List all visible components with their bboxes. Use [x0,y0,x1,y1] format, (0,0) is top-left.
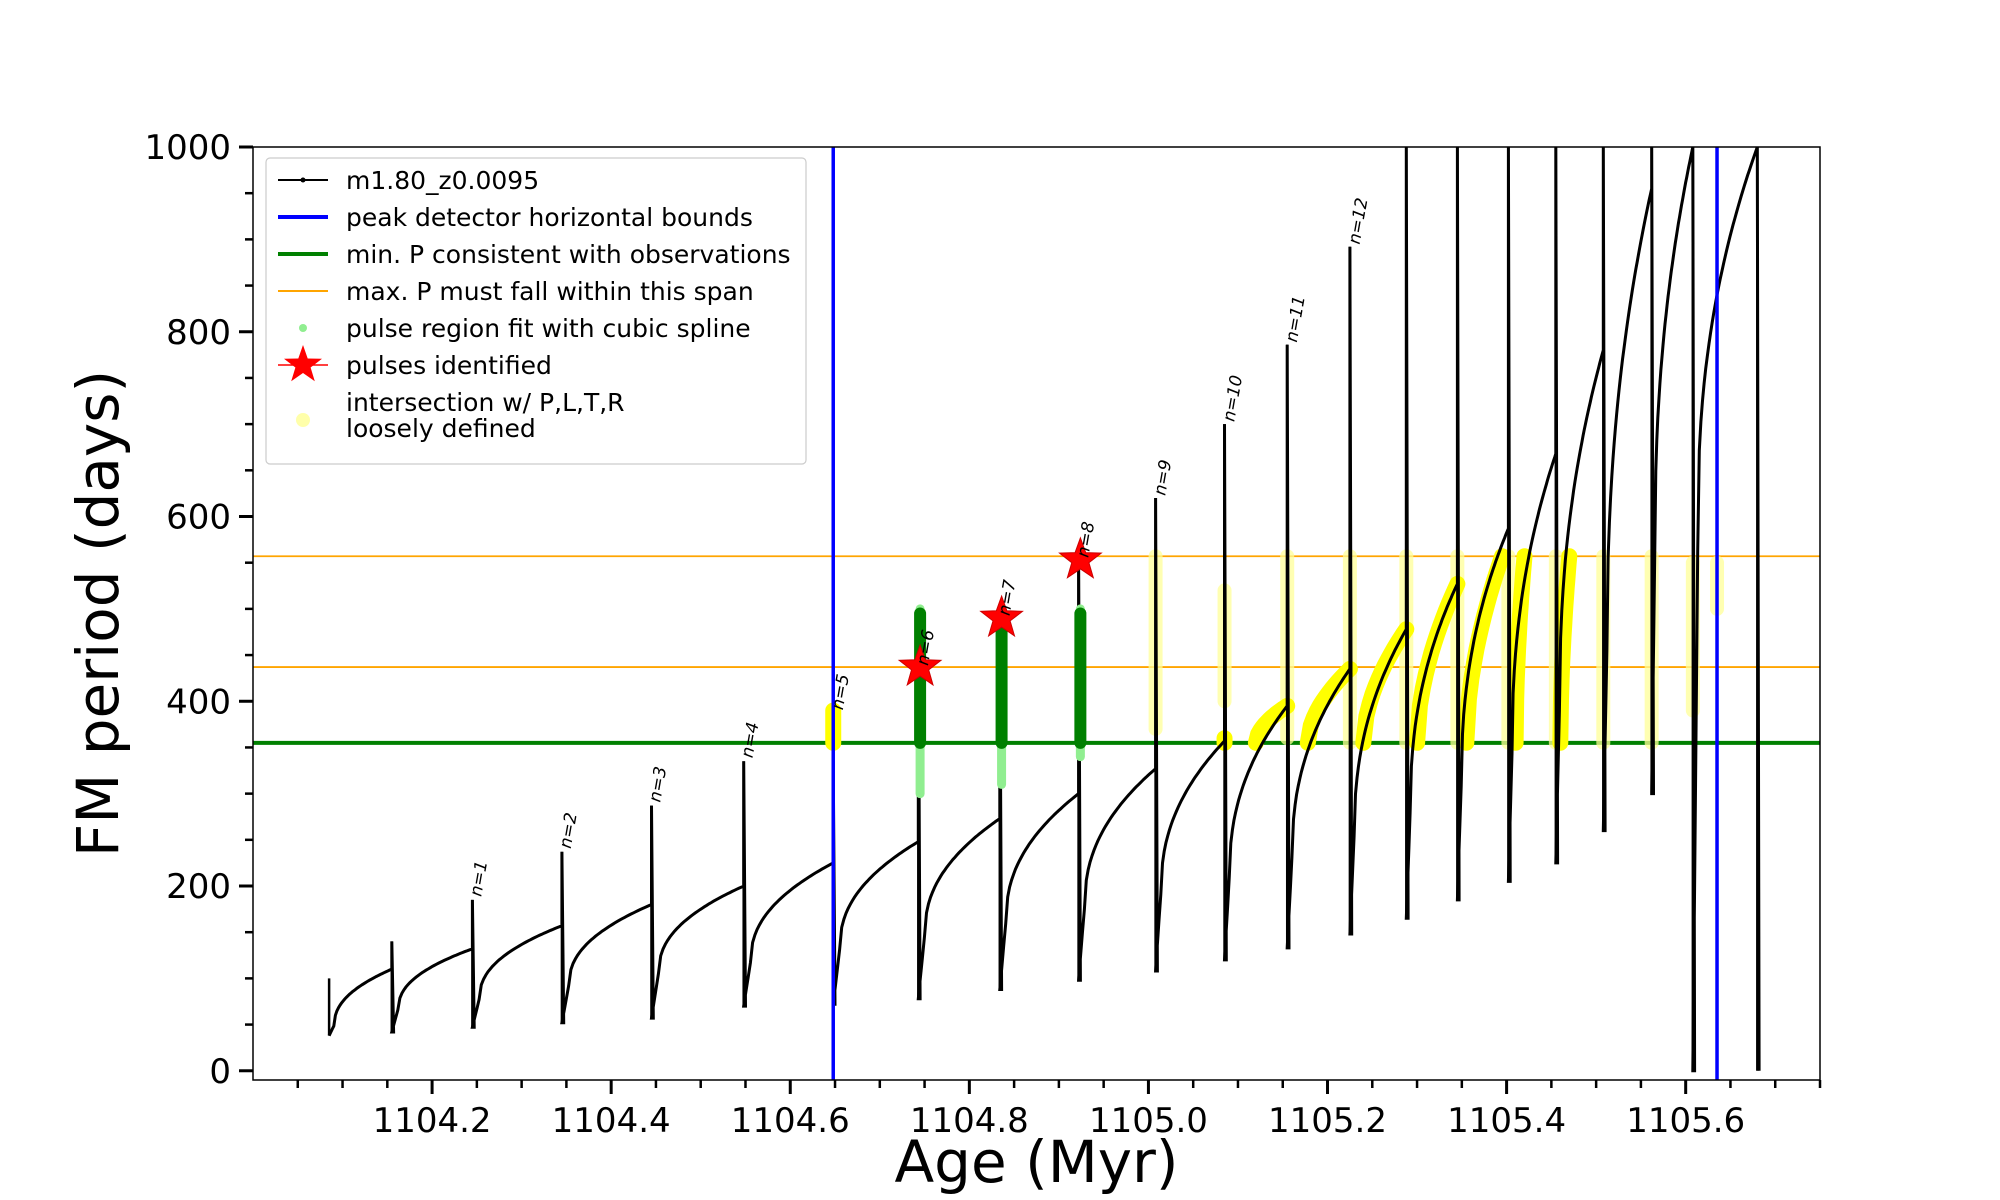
pulse-label-10: n=10 [1219,374,1247,423]
y-tick-label-3: 400 [166,682,231,722]
pulse-label-2: n=2 [556,811,582,850]
legend-label-2: peak detector horizontal bounds [346,203,753,232]
legend-label-4: max. P must fall within this span [346,277,754,306]
x-tick-label-4: 1104.8 [910,1101,1029,1141]
plot-frame [252,146,1821,1081]
pulse-label-12: n=12 [1345,196,1373,245]
pulse-label-3: n=3 [645,765,671,804]
legend-label-7: intersection w/ P,L,T,R [346,388,625,417]
x-tick-label-5: 1105.0 [1089,1101,1208,1141]
intersection-strong-9 [1552,548,1578,751]
series-track [327,147,1761,1073]
legend-box [265,157,807,465]
y-tick-label-5: 800 [166,313,231,353]
x-tick-label-1: 1104.2 [373,1101,492,1141]
x-tick-label-2: 1104.4 [552,1101,671,1141]
y-axis-title: FM period (days) [64,370,132,857]
legend-label-6: pulses identified [346,351,552,380]
plot-content: n=1n=2n=3n=4n=5n=6n=7n=8n=9n=10n=11n=12 [253,147,1820,1080]
axes: 1104.2 1104.4 1104.6 1104.8 1105.0 1105.2 1105… [144,128,1822,1141]
pulse-label-11: n=11 [1282,294,1310,343]
plot-area: n=1n=2n=3n=4n=5n=6n=7n=8n=9n=10n=11n=12 [253,147,1820,1080]
intersection-strong-3 [1247,697,1296,751]
legend-swatch-5 [299,324,307,332]
pulse-star-3 [1058,536,1103,579]
legend-label-7-line2: loosely defined [346,414,536,443]
pulse-star-2 [979,594,1024,638]
x-axis-title: Age (Myr) [894,1128,1178,1196]
y-tick-label-2: 200 [166,867,231,907]
legend-swatch-6 [284,345,322,382]
intersection-strong-7 [1458,548,1511,751]
pulse-label-4: n=4 [738,721,764,760]
legend-label-5: pulse region fit with cubic spline [346,314,751,343]
legend-label-1: m1.80_z0.0095 [346,166,539,195]
legend-label-3: min. P consistent with observations [346,240,791,269]
y-tick-label-4: 600 [166,498,231,538]
legend-marker-1 [300,177,306,183]
pulse-label-1: n=1 [466,859,492,898]
y-tick-label-1: 0 [209,1052,231,1092]
legend-swatch-7 [296,413,310,427]
x-tick-label-6: 1105.2 [1268,1101,1387,1141]
x-tick-label-8: 1105.6 [1626,1101,1745,1141]
y-tick-label-6: 1000 [144,128,231,168]
x-tick-label-7: 1105.4 [1447,1101,1566,1141]
pulse-label-9: n=9 [1150,458,1176,497]
pulse-star-1 [897,643,943,687]
intersection-strong-4 [1299,660,1358,751]
x-tick-label-3: 1104.6 [731,1101,850,1141]
